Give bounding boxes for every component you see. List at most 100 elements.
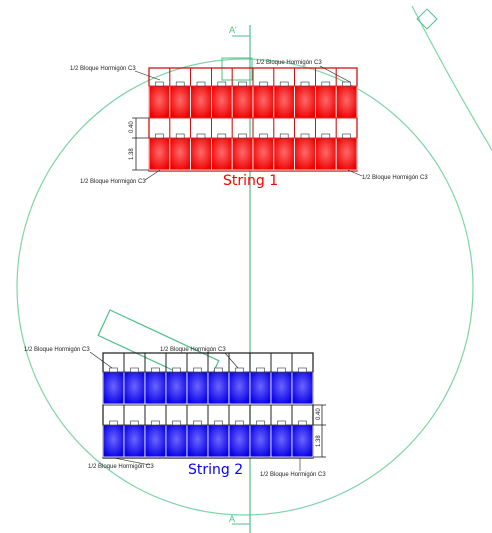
string2-block-marker [214,367,223,373]
string2-block-label-tl: 1/2 Bloque Hormigón C3 [24,347,90,353]
string1-panel [231,137,254,171]
string1-block-label-tl: 1/2 Bloque Hormigón C3 [70,66,136,72]
string1-panel [273,137,295,171]
string2-panel [207,424,230,458]
string2-panel [291,424,314,458]
string2-block-marker [235,420,244,426]
string1-panel [190,85,212,119]
string1-array [148,67,358,172]
string2-block-marker [130,420,139,426]
string2-panel [270,424,293,458]
string2-panel [144,424,167,458]
section-mark-bottom: A [229,514,235,524]
string1-label: String 1 [223,173,278,189]
string2-block-marker [130,367,139,373]
string1-panel [148,85,171,119]
string2-block-marker [298,367,307,373]
string1-block-marker [238,81,247,87]
string1-block-marker [175,133,185,139]
string1-panel [210,85,233,119]
string1-block-label-bl: 1/2 Bloque Hormigón C3 [80,179,146,185]
string1-panel [314,137,337,171]
string2-leader-tl [89,351,113,369]
string2-leader-tc [224,352,239,369]
string2-array [102,352,314,459]
string1-block-marker [175,81,185,87]
string2-panel [144,371,167,405]
string2-block-marker [193,367,202,373]
string2-block-marker [109,367,118,373]
string1-panel [231,85,254,119]
string2-block-label-br: 1/2 Bloque Hormigón C3 [260,472,326,478]
section-mark-top: A' [229,25,237,35]
adjacent-arc [411,5,492,151]
string2-dim-b: 1.38 [316,435,322,447]
string2-block-marker [193,420,202,426]
string1-leader-bl [144,169,161,181]
string2-panel [228,424,251,458]
string2-block-marker [277,367,286,373]
string2-block-marker [151,367,160,373]
string2-panel [186,424,209,458]
string1-block-marker [300,81,310,87]
string2-label: String 2 [188,462,243,478]
marker-diamond [416,8,438,30]
string2-panel [249,424,272,458]
string2-block-marker [256,420,265,426]
string2-block-marker [277,420,286,426]
string2-panel [102,371,125,405]
string1-panel [252,137,275,171]
string2-panel [291,371,314,405]
string2-panel [102,424,125,458]
string2-block-marker [214,420,223,426]
string1-block-marker [259,81,268,87]
string1-panel [210,137,233,171]
string1-block-marker [196,81,206,87]
string2-block-marker [256,367,265,373]
string1-panel [335,85,358,119]
string2-block-marker [172,367,181,373]
string2-panel [207,371,230,405]
string1-block-marker [342,81,351,87]
obstacle-top [221,57,253,81]
string2-dim-a: 0.40 [316,408,322,420]
string1-block-label-tr: 1/2 Bloque Hormigón C3 [256,60,322,66]
string1-panel [335,137,358,171]
string1-panel [148,137,171,171]
string2-block-marker [235,367,244,373]
string1-block-marker [217,133,227,139]
string2-block-marker [151,420,160,426]
string2-panel [186,371,209,405]
string2-panel [228,371,251,405]
string2-block-marker [109,420,118,426]
string1-block-marker [342,133,351,139]
string2-block-marker [298,420,307,426]
string1-block-label-br: 1/2 Bloque Hormigón C3 [362,175,428,181]
string1-panel [273,85,295,119]
string1-panel [190,137,212,171]
string1-panel [169,137,192,171]
string1-block-marker [217,81,227,87]
string1-panel [252,85,275,119]
string2-block-label-tc: 1/2 Bloque Hormigón C3 [160,347,226,353]
string1-block-marker [321,133,331,139]
string2-panel [165,424,188,458]
string1-panel [314,85,337,119]
string1-block-marker [155,81,164,87]
site-circle [16,58,474,516]
string1-panel [294,137,316,171]
string1-dim-b: 1.38 [129,148,135,160]
string1-dim-a: 0.40 [129,121,135,133]
string1-block-marker [300,133,310,139]
string2-leader-bl [113,457,151,466]
string1-block-marker [279,133,289,139]
string1-leader-br [347,169,363,177]
string1-block-marker [279,81,289,87]
string1-block-marker [155,133,164,139]
string1-block-marker [196,133,206,139]
string1-block-marker [321,81,331,87]
string2-panel [270,371,293,405]
string1-panel [169,85,192,119]
